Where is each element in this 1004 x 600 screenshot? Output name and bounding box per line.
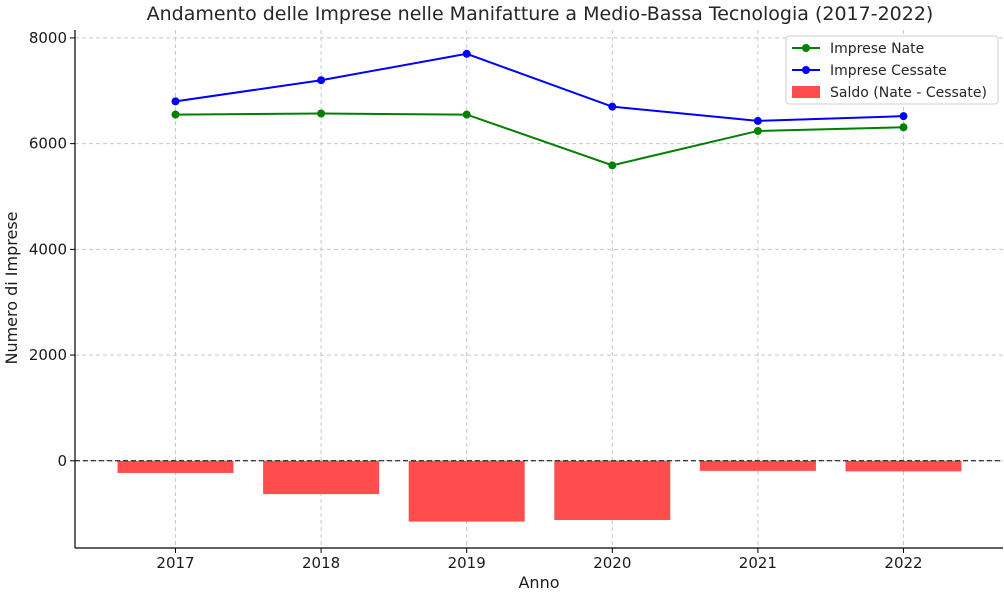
point-imprese-nate-2018 (317, 109, 326, 118)
bars (117, 460, 962, 522)
x-tick-label: 2018 (302, 554, 340, 572)
y-tick-label: 8000 (29, 29, 67, 47)
y-tick-label: 2000 (29, 346, 67, 364)
series-line-imprese-nate (175, 112, 904, 167)
bar-saldo-2018 (263, 460, 380, 495)
legend-box (785, 35, 999, 105)
point-imprese-nate-2019 (462, 110, 471, 119)
x-axis-label: Anno (518, 573, 559, 592)
point-imprese-cessate-2022 (899, 112, 908, 121)
x-tick-label: 2019 (448, 554, 486, 572)
legend-label-imprese-nate: Imprese Nate (830, 41, 924, 57)
point-imprese-cessate-2019 (462, 49, 471, 58)
legend-swatch-saldo-nate-cessate- (792, 86, 820, 98)
lines (171, 49, 908, 170)
y-tick-label: 0 (57, 452, 67, 470)
series-line-imprese-cessate (175, 52, 904, 122)
point-imprese-nate-2020 (608, 161, 617, 170)
x-tick-label: 2022 (884, 554, 922, 572)
axes (74, 30, 1003, 549)
legend-label-saldo-nate-cessate-: Saldo (Nate - Cessate) (830, 85, 987, 101)
legend-marker-imprese-cessate (802, 66, 810, 74)
point-imprese-cessate-2021 (753, 116, 762, 125)
legend-marker-imprese-nate (802, 44, 810, 52)
x-tick-label: 2017 (156, 554, 194, 572)
point-imprese-nate-2021 (753, 126, 762, 135)
chart-title: Andamento delle Imprese nelle Manifattur… (147, 3, 934, 25)
legend: Imprese Nate Imprese Cessate Saldo (Nate -… (785, 35, 999, 105)
point-imprese-cessate-2020 (608, 102, 617, 111)
point-imprese-cessate-2017 (171, 97, 180, 106)
bar-saldo-2022 (845, 460, 962, 472)
ticks: 0 2000 4000 6000 8000 2017 2018 2019 2020 2021 202… (29, 29, 923, 572)
point-imprese-nate-2022 (899, 123, 908, 132)
x-tick-label: 2020 (593, 554, 631, 572)
bar-saldo-2020 (554, 460, 671, 520)
bar-saldo-2017 (117, 460, 234, 473)
point-imprese-nate-2017 (171, 110, 180, 119)
bar-saldo-2019 (408, 460, 525, 522)
x-tick-label: 2021 (739, 554, 777, 572)
y-axis-label: Numero di Imprese (2, 211, 21, 364)
legend-label-imprese-cessate: Imprese Cessate (830, 63, 947, 79)
bar-saldo-2021 (699, 460, 816, 471)
point-imprese-cessate-2018 (317, 76, 326, 85)
y-tick-label: 4000 (29, 240, 67, 258)
y-tick-label: 6000 (29, 135, 67, 153)
